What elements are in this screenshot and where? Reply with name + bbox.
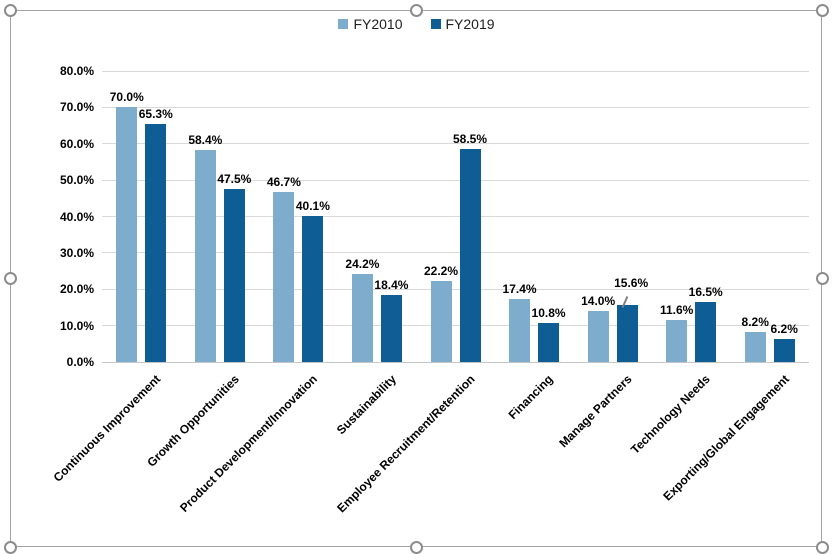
x-axis-category-label: Product Development/Innovation [177, 372, 321, 515]
data-label-fy2019-6: 15.6% [614, 276, 649, 291]
y-axis-tick-label: 60.0% [59, 136, 94, 151]
data-label-fy2019-3: 18.4% [374, 278, 409, 293]
bar-fy2010-0[interactable] [116, 107, 138, 362]
gridline-10.0% [102, 325, 809, 327]
bar-fy2019-8[interactable] [773, 339, 795, 362]
legend-swatch-fy2010-icon [338, 19, 349, 29]
x-axis-category-label: Financing [505, 372, 556, 422]
data-label-fy2010-8: 8.2% [741, 315, 769, 330]
bar-fy2010-5[interactable] [509, 298, 531, 362]
gridline-40.0% [102, 216, 809, 217]
bar-fy2019-3[interactable] [380, 295, 402, 362]
gridline-50.0% [102, 179, 809, 181]
y-axis-tick-label: 10.0% [59, 318, 94, 333]
data-label-fy2019-0: 65.3% [138, 107, 173, 122]
data-label-fy2010-6: 14.0% [581, 294, 616, 309]
data-label-fy2019-8: 6.2% [770, 322, 798, 337]
x-axis-category-label: Technology Needs [628, 372, 714, 457]
bar-fy2010-6[interactable] [587, 311, 609, 362]
bar-fy2019-6[interactable] [616, 305, 638, 362]
bar-fy2019-0[interactable] [145, 124, 167, 362]
gridline-70.0% [102, 106, 809, 108]
y-axis-tick-label: 20.0% [59, 282, 94, 297]
y-axis-tick-label: 50.0% [59, 173, 94, 188]
bar-fy2019-1[interactable] [223, 189, 245, 362]
x-axis-category-label: Sustainability [333, 372, 399, 438]
data-label-fy2019-5: 10.8% [531, 305, 566, 320]
data-label-fy2010-0: 70.0% [109, 90, 144, 105]
data-label-fy2019-1: 47.5% [217, 172, 252, 187]
selection-handle-middle-left[interactable] [4, 272, 17, 285]
y-axis-tick-label: 30.0% [59, 245, 94, 260]
data-label-fy2010-5: 17.4% [502, 281, 537, 296]
bar-fy2010-7[interactable] [666, 319, 688, 362]
y-axis-tick-label: 40.0% [59, 209, 94, 224]
data-label-fy2010-3: 24.2% [345, 256, 380, 271]
data-label-fy2019-7: 16.5% [688, 284, 723, 299]
bar-fy2010-4[interactable] [430, 281, 452, 362]
data-label-fy2019-4: 58.5% [452, 132, 488, 147]
plot-area[interactable] [102, 71, 809, 362]
bar-fy2019-2[interactable] [302, 216, 324, 362]
y-axis-tick-label: 0.0% [66, 355, 94, 369]
bar-fy2010-2[interactable] [273, 192, 295, 362]
legend-label-fy2019: FY2019 [445, 16, 495, 32]
gridline-80.0% [102, 70, 809, 72]
bar-fy2010-3[interactable] [351, 273, 373, 362]
gridline-30.0% [102, 252, 809, 254]
data-label-fy2010-4: 22.2% [423, 264, 459, 279]
gridline-0.0% [102, 361, 809, 363]
x-axis-category-label: Employee Recruitment/Retention [334, 372, 478, 516]
y-axis-tick-label: 80.0% [59, 64, 94, 78]
data-label-fy2019-2: 40.1% [295, 199, 330, 214]
legend-item-fy2019[interactable]: FY2019 [430, 16, 495, 32]
x-axis-category-label: Continuous Improvement [50, 372, 164, 485]
gridline-20.0% [102, 288, 809, 290]
bar-fy2019-4[interactable] [459, 149, 481, 362]
selection-handle-top-center[interactable] [410, 4, 423, 17]
selection-handle-middle-right[interactable] [816, 272, 829, 285]
bar-fy2010-8[interactable] [744, 332, 766, 362]
legend-item-fy2010[interactable]: FY2010 [338, 16, 403, 32]
x-axis-category-label: Exporting/Global Engagement [660, 372, 792, 504]
data-label-fy2010-2: 46.7% [266, 175, 301, 190]
bar-fy2019-7[interactable] [695, 301, 717, 362]
legend-label-fy2010: FY2010 [353, 16, 403, 32]
selection-handle-top-left[interactable] [4, 4, 17, 17]
legend[interactable]: FY2010 FY2019 [0, 16, 833, 32]
gridline-60.0% [102, 143, 809, 145]
selection-handle-bottom-center[interactable] [410, 541, 423, 554]
bar-fy2010-1[interactable] [194, 149, 216, 362]
selection-handle-bottom-right[interactable] [816, 541, 829, 554]
data-label-fy2010-7: 11.6% [659, 302, 694, 317]
x-axis-category-label: Manage Partners [556, 372, 635, 451]
selection-handle-bottom-left[interactable] [4, 541, 17, 554]
data-label-fy2010-1: 58.4% [188, 132, 223, 147]
y-axis-tick-label: 70.0% [59, 100, 94, 115]
bar-fy2019-5[interactable] [538, 322, 560, 362]
selection-handle-top-right[interactable] [816, 4, 829, 17]
legend-swatch-fy2019-icon [430, 19, 441, 29]
